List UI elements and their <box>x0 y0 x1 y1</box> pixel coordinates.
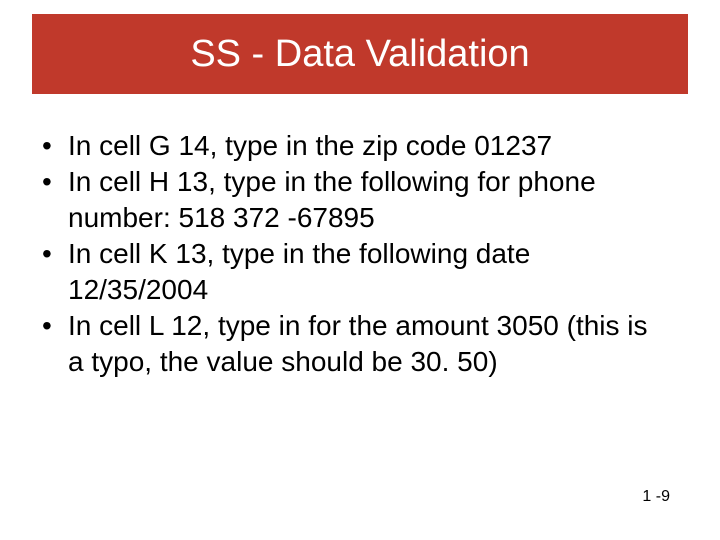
list-item: In cell K 13, type in the following date… <box>42 236 662 308</box>
slide-number: 1 -9 <box>642 488 670 506</box>
slide: SS - Data Validation In cell G 14, type … <box>0 0 720 540</box>
slide-title: SS - Data Validation <box>190 33 529 76</box>
list-item: In cell L 12, type in for the amount 305… <box>42 308 662 380</box>
bullet-list: In cell G 14, type in the zip code 01237… <box>42 128 662 380</box>
list-item: In cell G 14, type in the zip code 01237 <box>42 128 662 164</box>
list-item: In cell H 13, type in the following for … <box>42 164 662 236</box>
title-bar: SS - Data Validation <box>32 14 688 94</box>
